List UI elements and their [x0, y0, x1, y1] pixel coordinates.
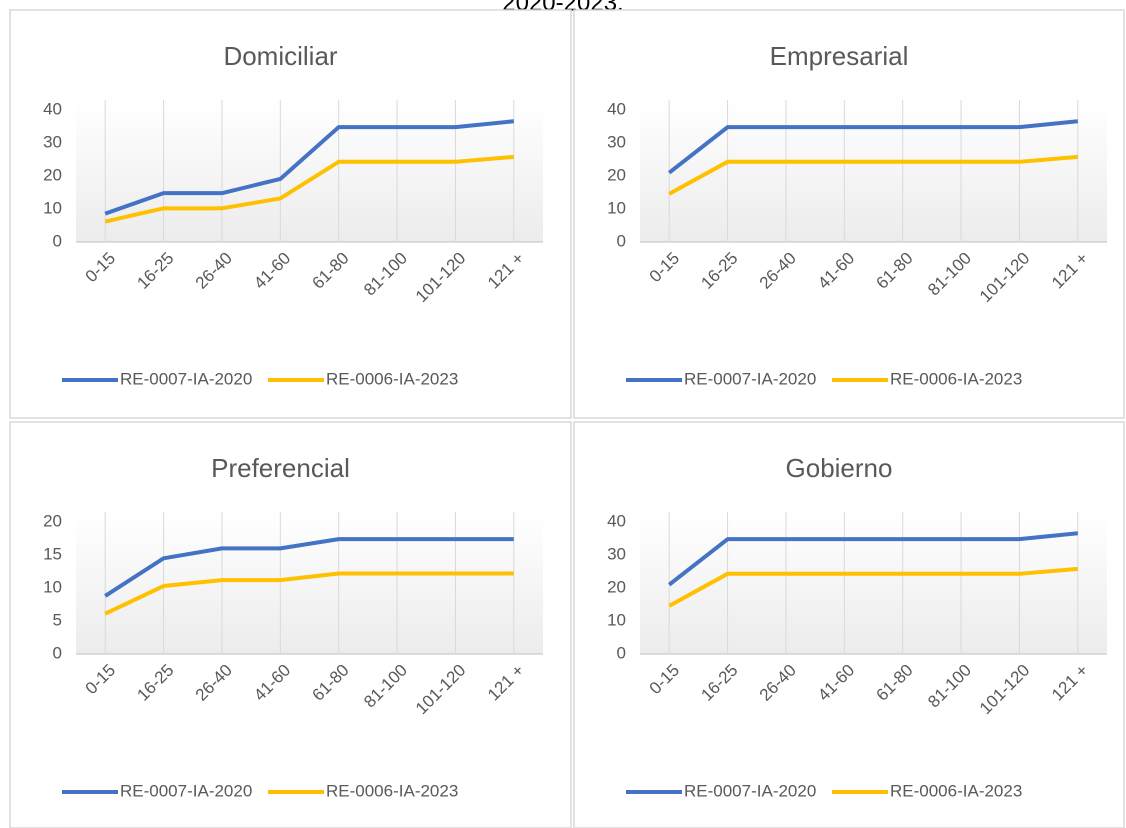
- y-tick-label: 20: [607, 577, 626, 596]
- legend-label: RE-0007-IA-2020: [684, 369, 816, 388]
- x-tick-label: 0-15: [646, 661, 683, 698]
- series-line: [668, 154, 1078, 196]
- y-tick-label: 10: [43, 198, 62, 217]
- panel-border: [573, 9, 1125, 419]
- y-tick-label: 40: [607, 99, 626, 118]
- x-tick-label: 26-40: [192, 249, 236, 293]
- series-line: [667, 119, 1079, 175]
- series-line: [104, 571, 514, 616]
- legend-label: RE-0006-IA-2023: [890, 781, 1022, 800]
- y-tick-label: 0: [53, 643, 62, 662]
- y-tick-label: 30: [607, 132, 626, 151]
- x-tick-label: 101-120: [976, 661, 1034, 719]
- y-tick-label: 20: [43, 165, 62, 184]
- y-tick-label: 10: [607, 198, 626, 217]
- y-tick-label: 30: [607, 544, 626, 563]
- x-tick-label: 16-25: [697, 249, 741, 293]
- x-tick-label: 41-60: [814, 249, 858, 293]
- x-tick-label: 101-120: [412, 661, 470, 719]
- x-tick-label: 121 +: [1048, 661, 1092, 705]
- y-tick-label: 0: [617, 231, 626, 250]
- legend-label: RE-0006-IA-2023: [890, 369, 1022, 388]
- caption: 2020-2023.: [502, 0, 623, 16]
- x-tick-label: 61-80: [309, 661, 353, 705]
- x-tick-label: 101-120: [412, 249, 470, 307]
- legend-label: RE-0007-IA-2020: [120, 369, 252, 388]
- y-tick-label: 20: [607, 165, 626, 184]
- panel-border: [573, 421, 1125, 828]
- x-tick-label: 26-40: [756, 249, 800, 293]
- panel-border: [9, 9, 572, 419]
- chart-title: Gobierno: [786, 453, 893, 483]
- y-tick-label: 20: [43, 511, 62, 530]
- y-tick-label: 40: [607, 511, 626, 530]
- x-tick-label: 121 +: [484, 249, 528, 293]
- x-tick-label: 101-120: [976, 249, 1034, 307]
- x-tick-label: 81-100: [360, 249, 411, 300]
- x-tick-label: 41-60: [814, 661, 858, 705]
- y-tick-label: 40: [43, 99, 62, 118]
- series-line: [104, 154, 514, 224]
- y-tick-label: 15: [43, 544, 62, 563]
- x-tick-label: 0-15: [82, 249, 119, 286]
- plot-area: [640, 100, 1107, 242]
- legend-label: RE-0006-IA-2023: [326, 369, 458, 388]
- chart-title: Empresarial: [770, 41, 909, 71]
- y-tick-label: 10: [607, 610, 626, 629]
- x-tick-label: 16-25: [697, 661, 741, 705]
- x-tick-label: 121 +: [484, 661, 528, 705]
- x-tick-label: 16-25: [133, 661, 177, 705]
- y-tick-label: 30: [43, 132, 62, 151]
- x-tick-label: 41-60: [250, 661, 294, 705]
- chart-title: Domiciliar: [223, 41, 337, 71]
- legend-label: RE-0007-IA-2020: [684, 781, 816, 800]
- plot-area: [76, 512, 543, 654]
- x-tick-label: 0-15: [82, 661, 119, 698]
- y-tick-label: 0: [53, 231, 62, 250]
- panel-border: [9, 421, 572, 828]
- series-line: [104, 119, 515, 216]
- x-tick-label: 81-100: [924, 661, 975, 712]
- x-tick-label: 61-80: [873, 249, 917, 293]
- x-tick-label: 41-60: [250, 249, 294, 293]
- series-line: [668, 566, 1078, 608]
- x-tick-label: 81-100: [924, 249, 975, 300]
- x-tick-label: 26-40: [756, 661, 800, 705]
- x-tick-label: 16-25: [133, 249, 177, 293]
- x-tick-label: 0-15: [646, 249, 683, 286]
- legend-label: RE-0007-IA-2020: [120, 781, 252, 800]
- series-line: [667, 531, 1079, 587]
- x-tick-label: 26-40: [192, 661, 236, 705]
- x-tick-label: 81-100: [360, 661, 411, 712]
- plot-area: [76, 100, 543, 242]
- x-tick-label: 121 +: [1048, 249, 1092, 293]
- chart-title: Preferencial: [211, 453, 350, 483]
- x-tick-label: 61-80: [873, 661, 917, 705]
- plot-area: [640, 512, 1107, 654]
- y-tick-label: 5: [53, 610, 62, 629]
- x-tick-label: 61-80: [309, 249, 353, 293]
- y-tick-label: 10: [43, 577, 62, 596]
- series-line: [104, 537, 514, 598]
- y-tick-label: 0: [617, 643, 626, 662]
- legend-label: RE-0006-IA-2023: [326, 781, 458, 800]
